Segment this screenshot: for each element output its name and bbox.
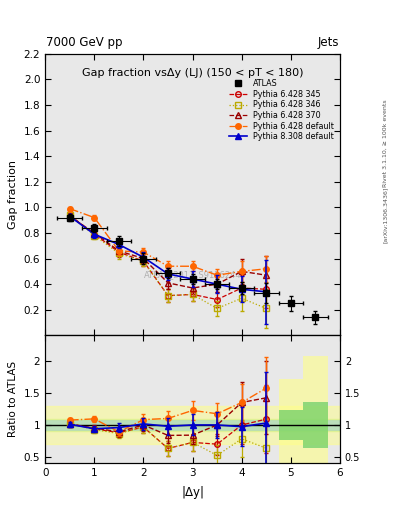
Bar	[303, 402, 328, 448]
Text: [arXiv:1306.3436]: [arXiv:1306.3436]	[383, 187, 388, 243]
Bar	[45, 406, 340, 419]
Bar	[45, 431, 340, 444]
Bar	[279, 410, 303, 440]
Text: Gap fraction vsΔy (LJ) (150 < pT < 180): Gap fraction vsΔy (LJ) (150 < pT < 180)	[82, 68, 303, 78]
Bar	[279, 379, 303, 471]
Y-axis label: Ratio to ATLAS: Ratio to ATLAS	[8, 361, 18, 437]
Y-axis label: Gap fraction: Gap fraction	[8, 160, 18, 229]
Text: 7000 GeV pp: 7000 GeV pp	[46, 36, 123, 49]
Text: ATLAS_2011_S9126244: ATLAS_2011_S9126244	[144, 270, 241, 279]
Text: Rivet 3.1.10, ≥ 100k events: Rivet 3.1.10, ≥ 100k events	[383, 99, 388, 187]
Legend: ATLAS, Pythia 6.428 345, Pythia 6.428 346, Pythia 6.428 370, Pythia 6.428 defaul: ATLAS, Pythia 6.428 345, Pythia 6.428 34…	[228, 77, 336, 143]
X-axis label: |$\Delta$y|: |$\Delta$y|	[181, 484, 204, 501]
Bar	[45, 419, 340, 431]
Bar	[303, 356, 328, 494]
Text: Jets: Jets	[318, 36, 339, 49]
